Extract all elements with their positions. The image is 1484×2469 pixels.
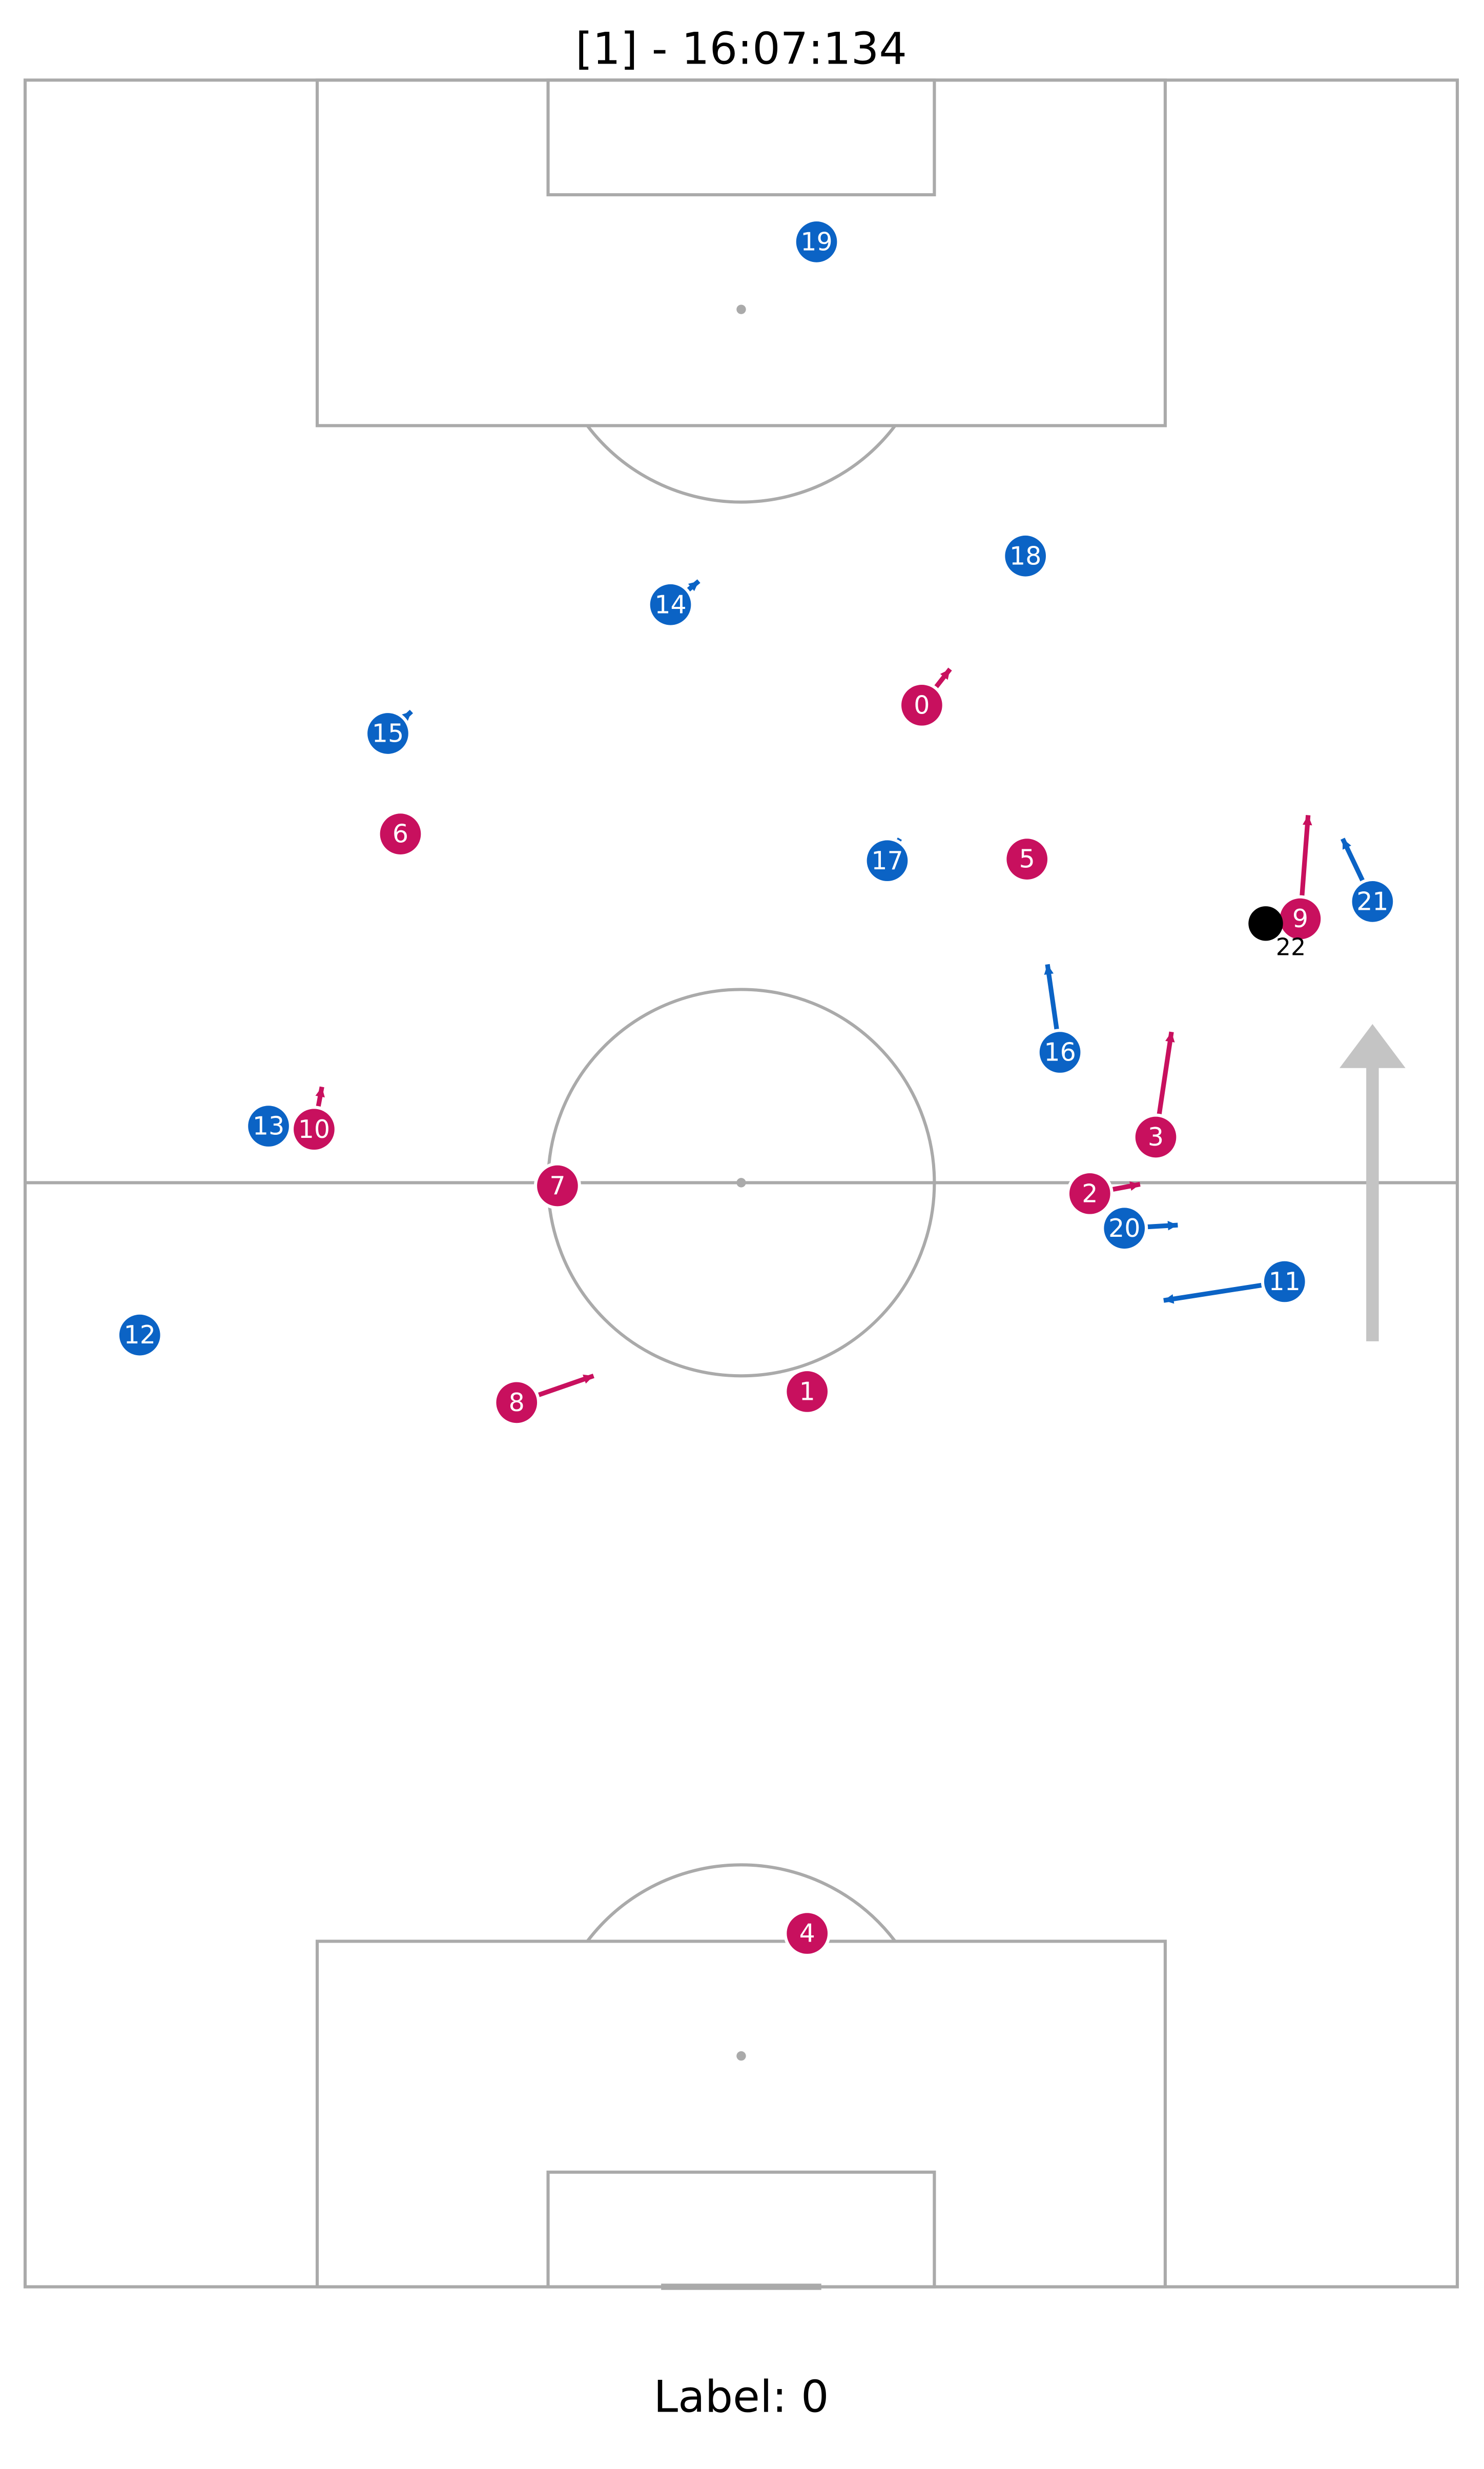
player: 6 bbox=[377, 810, 424, 858]
player-label: 14 bbox=[654, 589, 686, 619]
player: 14 bbox=[647, 579, 700, 628]
player-label: 10 bbox=[298, 1114, 330, 1144]
player: 21 bbox=[1341, 838, 1396, 925]
player: 4 bbox=[784, 1910, 831, 1957]
player-label: 11 bbox=[1269, 1267, 1301, 1296]
player-label: 9 bbox=[1292, 904, 1308, 933]
player-marker bbox=[116, 1311, 163, 1359]
player-label: 6 bbox=[393, 819, 408, 849]
center-spot bbox=[736, 1178, 746, 1188]
player-marker bbox=[1349, 878, 1396, 925]
arrow-head bbox=[1129, 1181, 1140, 1191]
player: 13 bbox=[245, 1103, 293, 1150]
player-label: 1 bbox=[799, 1376, 815, 1406]
player-marker bbox=[1101, 1205, 1148, 1252]
footer-label: Label: 0 bbox=[653, 2372, 829, 2423]
arrow-head bbox=[1163, 1294, 1174, 1304]
player-marker bbox=[898, 681, 945, 729]
pitch-lines bbox=[23, 78, 1459, 2290]
player-marker bbox=[863, 837, 911, 885]
ball bbox=[1248, 906, 1283, 941]
player-label: 5 bbox=[1019, 844, 1035, 874]
player-label: 0 bbox=[914, 690, 930, 720]
player: 9 bbox=[1276, 814, 1324, 943]
title: [1] - 16:07:134 bbox=[575, 24, 907, 75]
player-label: 4 bbox=[799, 1919, 815, 1948]
arrow-head bbox=[1044, 964, 1054, 975]
player-label: 13 bbox=[253, 1111, 284, 1141]
player: 8 bbox=[493, 1373, 594, 1426]
player: 1 bbox=[784, 1368, 831, 1415]
player-label: 12 bbox=[124, 1320, 156, 1350]
player-marker bbox=[377, 810, 424, 858]
player: 15 bbox=[364, 709, 414, 757]
arrow-head bbox=[940, 669, 951, 680]
player-marker bbox=[1066, 1170, 1114, 1217]
arrow-head bbox=[1343, 839, 1351, 850]
arrow-head bbox=[1165, 1032, 1175, 1043]
player: 10 bbox=[290, 1086, 338, 1153]
player-label: 2 bbox=[1082, 1178, 1098, 1208]
player-label: 15 bbox=[372, 719, 404, 748]
player-marker bbox=[364, 710, 411, 757]
player-label: 7 bbox=[549, 1171, 565, 1200]
ball-label: 22 bbox=[1276, 933, 1306, 961]
player: 20 bbox=[1101, 1205, 1178, 1252]
player-marker bbox=[1002, 532, 1049, 580]
player-marker bbox=[1132, 1113, 1180, 1161]
player: 0 bbox=[898, 667, 952, 729]
player: 3 bbox=[1132, 1031, 1180, 1161]
player: 11 bbox=[1163, 1258, 1308, 1305]
player-label: 16 bbox=[1044, 1037, 1076, 1067]
player: 16 bbox=[1036, 964, 1084, 1076]
player-label: 8 bbox=[509, 1387, 525, 1417]
arrow-head bbox=[315, 1087, 325, 1098]
player-marker bbox=[784, 1368, 831, 1415]
player-marker bbox=[245, 1103, 293, 1150]
player-label: 21 bbox=[1356, 886, 1388, 916]
penalty-spot bbox=[736, 304, 746, 314]
player-marker bbox=[1036, 1029, 1084, 1076]
player-label: 17 bbox=[871, 846, 903, 875]
player: 17 bbox=[863, 837, 911, 885]
player-label: 3 bbox=[1148, 1122, 1164, 1152]
penalty-spot bbox=[736, 2051, 746, 2061]
player: 7 bbox=[533, 1162, 581, 1210]
direction-arrow bbox=[1339, 1024, 1406, 1341]
player: 5 bbox=[1003, 835, 1051, 883]
player-marker bbox=[1003, 835, 1051, 883]
player: 18 bbox=[1002, 532, 1049, 580]
player: 2 bbox=[1066, 1170, 1141, 1217]
player: 19 bbox=[793, 218, 840, 266]
player-marker bbox=[784, 1910, 831, 1957]
player-marker bbox=[493, 1379, 541, 1426]
player-marker bbox=[647, 581, 694, 628]
player-marker bbox=[533, 1162, 581, 1210]
player: 12 bbox=[116, 1311, 163, 1359]
arrow-head bbox=[401, 711, 411, 722]
player-label: 18 bbox=[1009, 541, 1041, 570]
player-marker bbox=[1261, 1258, 1308, 1305]
player-label: 20 bbox=[1108, 1213, 1140, 1243]
arrow-head bbox=[688, 581, 699, 591]
player-label: 19 bbox=[800, 227, 832, 256]
player-marker bbox=[290, 1106, 338, 1153]
player-marker bbox=[793, 218, 840, 266]
arrow-head bbox=[1303, 815, 1312, 826]
arrow-head bbox=[1167, 1220, 1178, 1231]
arrow-head bbox=[583, 1374, 594, 1384]
